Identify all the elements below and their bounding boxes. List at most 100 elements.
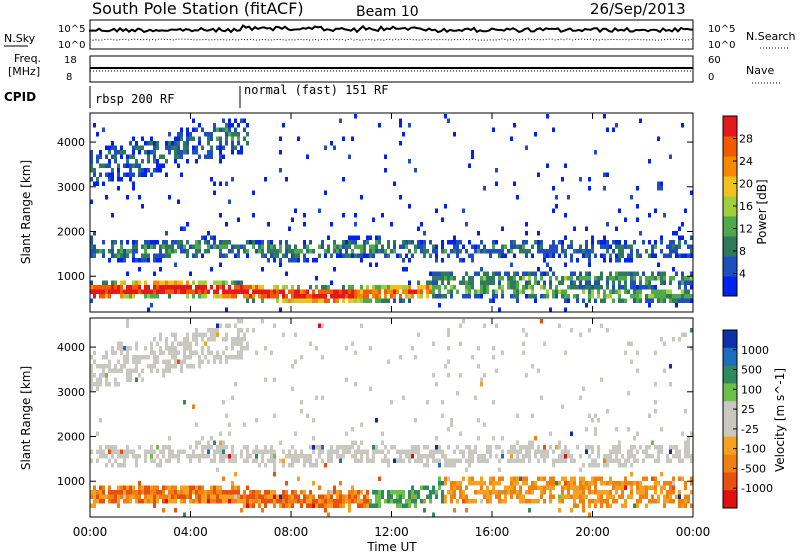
velocity-cell: [225, 323, 228, 328]
velocity-cell: [372, 503, 375, 508]
velocity-cell: [258, 449, 261, 454]
power-cell: [108, 249, 111, 254]
velocity-cell: [261, 454, 264, 459]
velocity-cell: [252, 328, 255, 333]
power-cell: [156, 240, 159, 245]
velocity-cell: [345, 431, 348, 436]
velocity-cell: [201, 332, 204, 337]
velocity-cell: [135, 368, 138, 373]
power-cell: [198, 244, 201, 249]
velocity-cell: [117, 490, 120, 495]
power-cell: [588, 253, 591, 258]
power-cell: [450, 276, 453, 281]
power-cell: [195, 145, 198, 150]
velocity-cell: [195, 350, 198, 355]
power-cell: [222, 240, 225, 245]
velocity-cell: [633, 481, 636, 486]
power-cell: [186, 150, 189, 155]
velocity-cell: [165, 337, 168, 342]
velocity-cell: [192, 404, 195, 409]
velocity-cell: [594, 427, 597, 432]
power-cell: [543, 285, 546, 290]
power-cell: [513, 253, 516, 258]
velocity-cell: [549, 431, 552, 436]
power-cell: [477, 294, 480, 299]
date-label: 26/Sep/2013: [590, 0, 686, 18]
power-cell: [171, 249, 174, 254]
velocity-cell: [252, 503, 255, 508]
cpid-label: CPID: [4, 90, 36, 104]
velocity-cell: [675, 494, 678, 499]
velocity-cell: [552, 481, 555, 486]
power-cell: [135, 145, 138, 150]
power-cell: [453, 244, 456, 249]
velocity-cell: [597, 449, 600, 454]
power-cell: [522, 240, 525, 245]
velocity-cell: [669, 382, 672, 387]
power-cell: [555, 276, 558, 281]
velocity-cell: [381, 490, 384, 495]
power-cell: [393, 244, 396, 249]
velocity-cell: [579, 490, 582, 495]
power-cell: [204, 132, 207, 137]
velocity-cell: [135, 346, 138, 351]
power-cell: [411, 294, 414, 299]
power-cell: [261, 267, 264, 272]
power-cell: [294, 258, 297, 263]
velocity-cell: [414, 458, 417, 463]
velocity-cell: [285, 454, 288, 459]
velocity-cell: [393, 445, 396, 450]
power-cell: [471, 285, 474, 290]
power-cell: [651, 294, 654, 299]
power-cell: [405, 294, 408, 299]
velocity-cell: [552, 476, 555, 481]
power-cell: [135, 258, 138, 263]
velocity-cell: [234, 485, 237, 490]
power-cell: [657, 276, 660, 281]
power-cell: [483, 276, 486, 281]
power-cell: [585, 285, 588, 290]
velocity-cell: [174, 485, 177, 490]
power-cell: [270, 289, 273, 294]
power-cell: [483, 285, 486, 290]
velocity-cell: [489, 454, 492, 459]
velocity-cell: [564, 458, 567, 463]
velocity-cell: [564, 481, 567, 486]
power-cell: [588, 298, 591, 303]
velocity-cell: [420, 485, 423, 490]
power-cell: [654, 244, 657, 249]
power-cell: [594, 285, 597, 290]
power-cell: [399, 294, 402, 299]
power-cell: [234, 127, 237, 132]
velocity-cell: [678, 337, 681, 342]
velocity-cell: [648, 485, 651, 490]
power-cell: [336, 294, 339, 299]
velocity-cell: [579, 395, 582, 400]
velocity-cell: [441, 413, 444, 418]
velocity-cell: [603, 490, 606, 495]
power-cell: [399, 141, 402, 146]
velocity-cell: [102, 490, 105, 495]
power-cell: [123, 258, 126, 263]
velocity-cell: [594, 503, 597, 508]
velocity-cell: [363, 499, 366, 504]
velocity-cell: [654, 400, 657, 405]
power-cell: [633, 280, 636, 285]
velocity-cell: [564, 445, 567, 450]
power-cell: [531, 253, 534, 258]
velocity-cell: [444, 364, 447, 369]
velocity-cell: [153, 337, 156, 342]
power-cell: [384, 285, 387, 290]
velocity-cell: [582, 476, 585, 481]
velocity-cell: [156, 463, 159, 468]
power-cell: [474, 271, 477, 276]
power-cell: [129, 163, 132, 168]
velocity-cell: [459, 323, 462, 328]
power-cell: [342, 294, 345, 299]
power-cell: [690, 253, 693, 258]
power-cell: [177, 289, 180, 294]
velocity-cell: [129, 490, 132, 495]
velocity-cell: [570, 485, 573, 490]
power-cell: [438, 289, 441, 294]
power-cell: [663, 253, 666, 258]
